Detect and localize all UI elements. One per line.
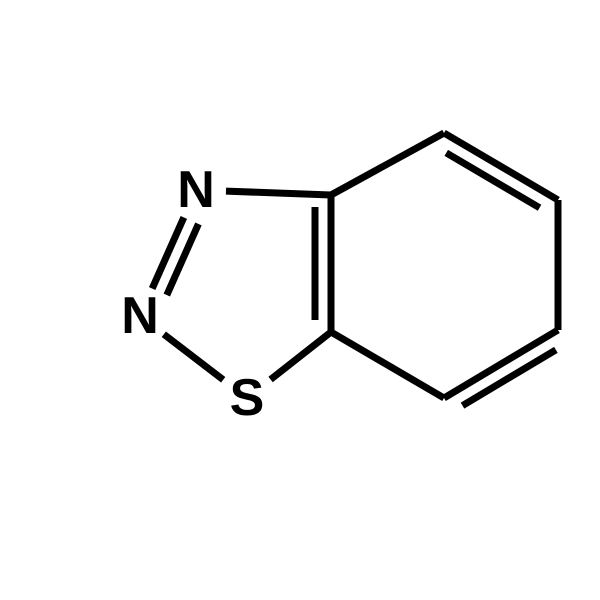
molecule-diagram: S N N xyxy=(0,0,600,600)
bond xyxy=(226,191,331,195)
atom-label-n: N xyxy=(121,287,159,345)
atom-label-s: S xyxy=(230,369,265,427)
atom-label-n: N xyxy=(177,161,215,219)
